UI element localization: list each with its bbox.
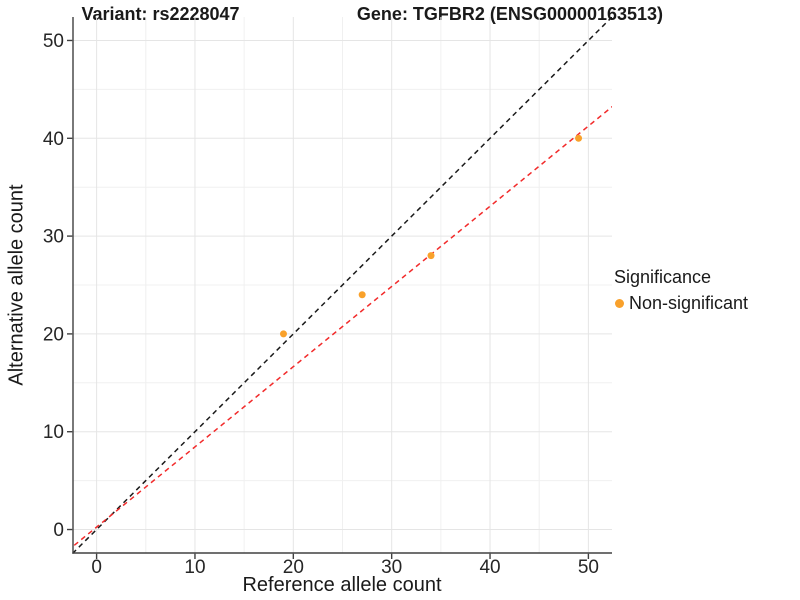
y-tick-label: 40: [43, 129, 64, 150]
x-tick-label: 30: [381, 557, 402, 578]
plot-title-gene: Gene: TGFBR2 (ENSG00000163513): [356, 4, 664, 24]
x-tick-label: 10: [184, 557, 205, 578]
y-axis-title: Alternative allele count: [5, 184, 28, 386]
x-tick-label: 20: [283, 557, 304, 578]
x-tick-label: 50: [578, 557, 599, 578]
fit-line: [73, 105, 612, 548]
data-point: [575, 134, 583, 142]
y-tick-label: 20: [43, 324, 64, 345]
x-axis-title: Reference allele count: [242, 574, 442, 596]
plot-title-variant: Variant: rs2228047: [81, 4, 240, 24]
data-point: [358, 291, 366, 299]
data-point: [279, 330, 287, 338]
legend-title: Significance: [614, 267, 712, 287]
y-tick-label: 30: [43, 227, 64, 248]
y-tick-label: 50: [43, 31, 64, 52]
x-tick-label: 0: [91, 557, 102, 578]
legend-point-icon: [615, 299, 624, 308]
identity-line: [73, 17, 612, 553]
y-tick-label: 10: [43, 422, 64, 443]
y-tick-label: 0: [53, 520, 64, 541]
data-point: [427, 252, 435, 260]
legend-item-label: Non-significant: [629, 293, 749, 313]
legend-item-non-significant: Non-significant: [615, 293, 748, 314]
x-tick-label: 40: [479, 557, 500, 578]
legend: Significance Non-significant: [614, 267, 748, 314]
